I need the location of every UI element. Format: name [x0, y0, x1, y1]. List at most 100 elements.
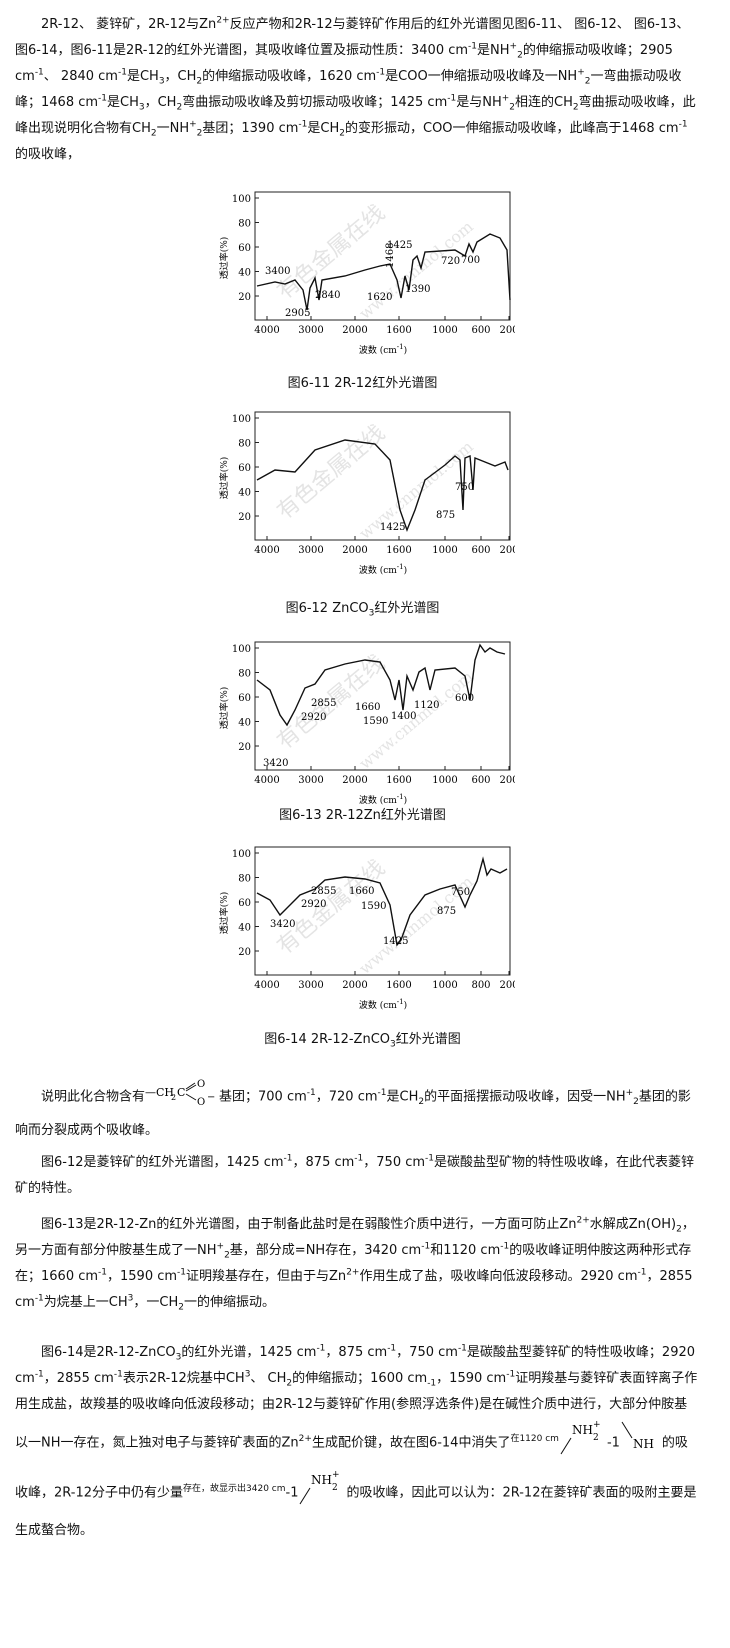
- y-tick-label: 60: [238, 243, 251, 254]
- text-run: 反应产物和2R-12与菱锌矿作用后的红外光谱图见图6-11、 图6-12、 图6…: [15, 17, 690, 58]
- subscript: 2: [418, 1097, 425, 1108]
- y-axis-label: 透过率(%): [218, 237, 230, 280]
- superscript: +: [216, 1241, 225, 1252]
- spectrum-curve: [256, 233, 511, 311]
- subscript: 2: [178, 1302, 184, 1313]
- x-tick-label: 200: [499, 325, 515, 336]
- structure-text: +: [593, 1420, 601, 1430]
- peak-label: 3400: [265, 266, 290, 277]
- y-tick-label: 20: [238, 742, 251, 753]
- watermark: 有色金属在线: [273, 421, 390, 525]
- spectrum-curve: [256, 856, 508, 947]
- peak-label: 1390: [405, 284, 430, 295]
- text-run: ，2855 cm: [15, 1269, 693, 1310]
- peak-label: 2840: [315, 290, 340, 301]
- x-axis-label-part: -1: [397, 343, 404, 351]
- text-run: 是CH: [307, 121, 340, 136]
- text-run: ，750 cm: [396, 1345, 458, 1360]
- x-tick-label: 600: [471, 545, 490, 556]
- text-run: 是CH: [386, 1089, 419, 1105]
- text-run: 红外光谱图: [395, 1032, 461, 1047]
- peak-label: 750: [451, 887, 470, 898]
- superscript: 存在，故显示出3420 cm: [183, 1484, 286, 1495]
- x-tick-label: 1000: [432, 980, 457, 991]
- superscript: -1: [298, 119, 308, 130]
- text-run: -1: [285, 1485, 299, 1501]
- superscript: -1: [500, 1241, 510, 1252]
- plot-frame: [254, 191, 511, 321]
- text-run: ，2855 cm: [43, 1371, 114, 1386]
- text-run: 的吸收峰，: [15, 147, 81, 162]
- text-run: 是碳酸盐型菱锌矿的特性吸收峰；2920 cm: [15, 1345, 696, 1386]
- superscript: -1: [34, 67, 44, 78]
- bond: [560, 1437, 572, 1455]
- y-tick-label: 100: [232, 849, 251, 860]
- text-run: 是NH: [477, 43, 510, 58]
- subscript: -1: [427, 1378, 437, 1389]
- text-run: ，875 cm: [325, 1345, 388, 1360]
- subscript: 2: [633, 1097, 639, 1108]
- superscript: -1: [678, 119, 688, 130]
- subscript: 3: [368, 608, 375, 619]
- x-tick-label: 4000: [254, 325, 279, 336]
- text-run: 、 2840 cm: [43, 69, 118, 84]
- text-run: 一弯曲振动吸收峰；1468 cm: [15, 69, 682, 110]
- superscript: -1: [34, 1293, 44, 1304]
- x-tick-label: 800: [471, 980, 490, 991]
- amine-structure: NH: [621, 1421, 654, 1451]
- figure-caption: 图6-14 2R-12-ZnCO3红外光谱图: [0, 1028, 725, 1049]
- subscript: 2: [572, 102, 579, 113]
- peak-label: 1425: [383, 936, 408, 947]
- text-run: ，CH: [144, 95, 177, 110]
- superscript: -1: [117, 67, 127, 78]
- subscript: 3: [175, 1352, 182, 1363]
- x-axis-label-part: 波数 (cm: [359, 794, 397, 806]
- text-run: 弯曲振动吸收峰，此峰出现说明化合物有CH: [15, 95, 696, 136]
- structure: —CH 2 C O O −: [145, 1076, 219, 1118]
- superscript: -1: [506, 1369, 516, 1380]
- subscript: 2: [150, 128, 157, 139]
- superscript: -1: [98, 93, 108, 104]
- y-tick-label: 40: [238, 268, 251, 279]
- y-tick-label: 100: [232, 414, 251, 425]
- x-tick-label: 1000: [432, 325, 457, 336]
- superscript: 3: [244, 1369, 251, 1380]
- superscript: -1: [377, 1088, 387, 1099]
- watermark: 有色金属在线: [273, 201, 390, 305]
- peak-label: 720: [441, 256, 460, 267]
- superscript: -1: [421, 1241, 431, 1252]
- x-tick-label: 2000: [342, 325, 367, 336]
- x-tick-label: 200: [499, 775, 515, 786]
- text-run: 的吸收峰证明仲胺这两种形式存在；1660 cm: [15, 1243, 692, 1284]
- text-run: 图6-14是2R-12-ZnCO: [41, 1345, 176, 1360]
- text-run: 是CH: [126, 69, 159, 84]
- x-tick-label: 1000: [432, 545, 457, 556]
- text-run: ，750 cm: [363, 1155, 426, 1170]
- superscript: -1: [354, 1153, 364, 1164]
- subscript: 2: [339, 128, 345, 139]
- x-tick-label: 3000: [298, 325, 323, 336]
- text-run: ，一CH: [133, 1295, 179, 1310]
- text-run: 图6-11 2R-12红外光谱图: [287, 376, 438, 391]
- figure-caption: 图6-12 ZnCO3红外光谱图: [0, 597, 725, 619]
- x-tick-label: 1600: [386, 980, 411, 991]
- text-run: 图6-14 2R-12-ZnCO: [264, 1032, 391, 1047]
- structure-text: NH: [633, 1437, 654, 1451]
- peak-label: 1660: [355, 702, 380, 713]
- y-tick-label: 20: [238, 292, 251, 303]
- peak-label: 2920: [301, 899, 326, 910]
- text-run: 的伸缩振动吸收峰；2905 cm: [15, 43, 673, 84]
- structure-text: 2: [171, 1093, 176, 1102]
- structure: NH +2: [298, 1468, 346, 1518]
- superscript: -1: [425, 1153, 435, 1164]
- text-run: 2R-12、 菱锌矿，2R-12与Zn: [41, 17, 217, 32]
- x-tick-label: 600: [471, 775, 490, 786]
- y-tick-label: 20: [238, 947, 251, 958]
- subscript: 2: [176, 102, 183, 113]
- bond: [185, 1084, 197, 1092]
- text-run: 的红外光谱，1425 cm: [181, 1345, 317, 1360]
- paragraph: 2R-12、 菱锌矿，2R-12与Zn2+反应产物和2R-12与菱锌矿作用后的红…: [15, 12, 700, 168]
